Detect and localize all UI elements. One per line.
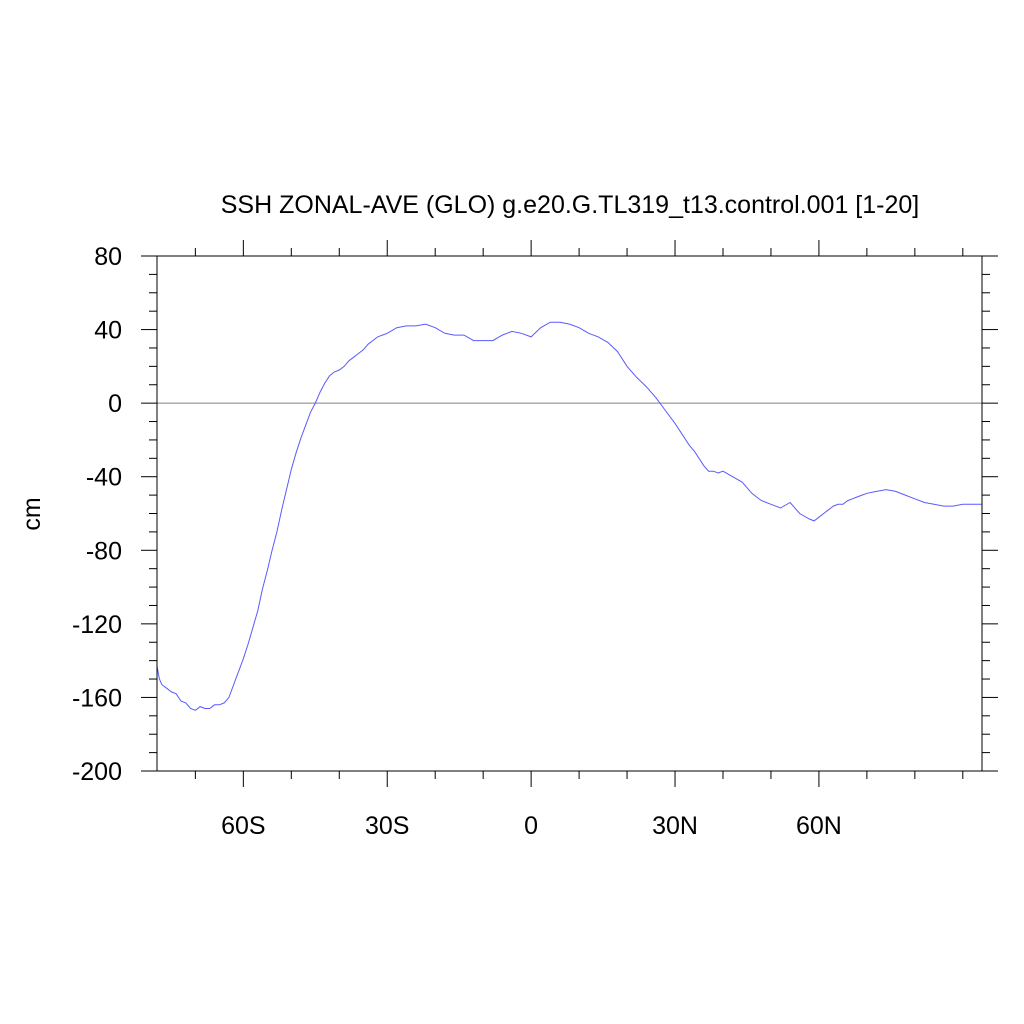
y-tick-label: -200 [72,758,122,786]
x-tick-label: 60N [796,812,842,840]
x-tick-label: 60S [221,812,265,840]
plot-area: 80 40 0 -40 -80 -120 -160 -200 60S 30S 0 30N 60N [72,240,998,840]
y-tick-label: 0 [108,390,122,418]
y-tick-label: -40 [86,464,122,492]
chart-title: SSH ZONAL-AVE (GLO) g.e20.G.TL319_t13.co… [221,191,920,219]
y-tick-label: 40 [94,317,122,345]
x-tick-label: 0 [524,812,538,840]
series-line-1 [156,321,982,711]
x-tick-label: 30N [652,812,698,840]
y-axis-label: cm [18,497,46,530]
y-tick-label: 80 [94,243,122,271]
y-tick-label: -80 [86,537,122,565]
y-tick-label: -160 [72,684,122,712]
x-tick-label: 30S [365,812,409,840]
y-tick-label: -120 [72,611,122,639]
